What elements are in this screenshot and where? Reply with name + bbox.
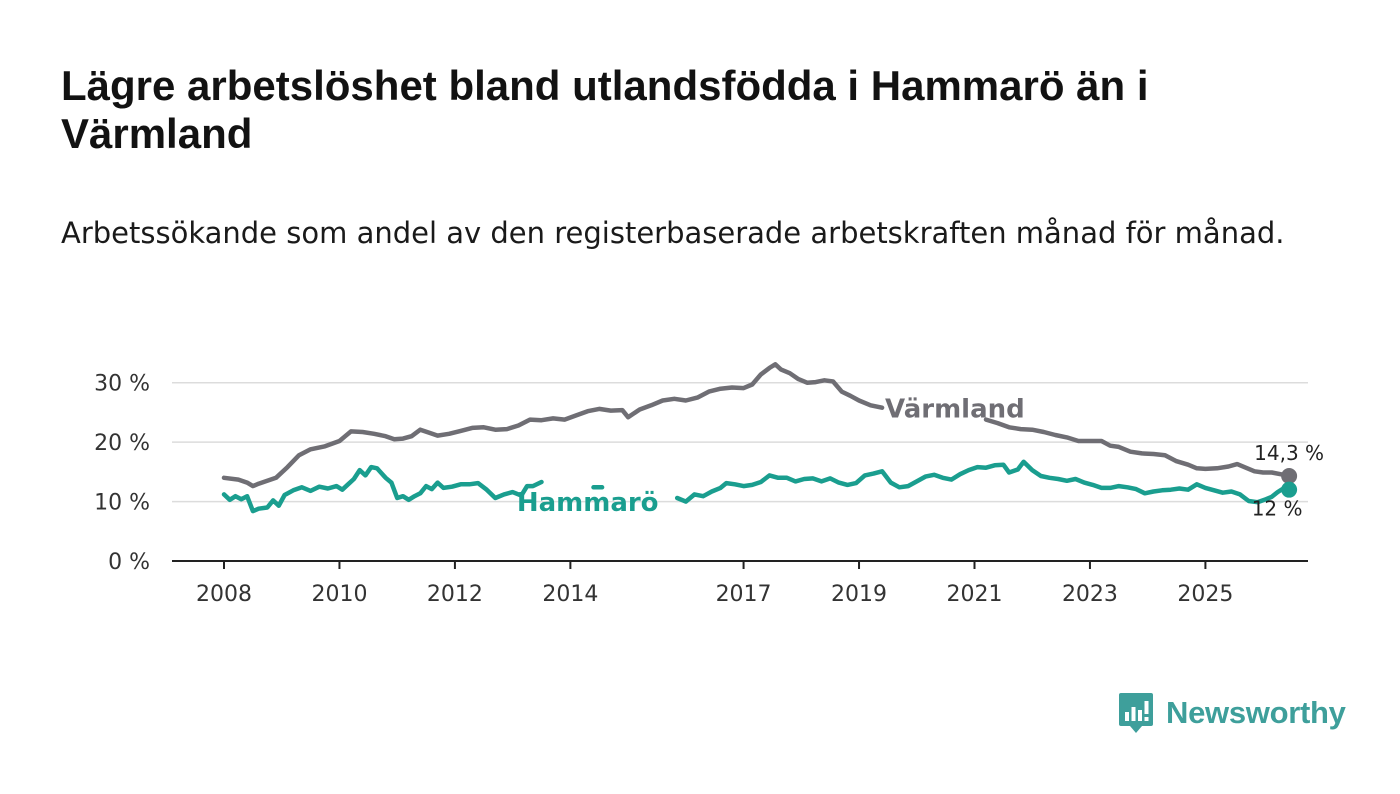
x-axis: 2008 2010 2012 2014 2017 2019 2021 2023 2025: [196, 561, 1233, 607]
x-tick-label: 2008: [196, 582, 252, 607]
y-tick-label: 10 %: [94, 491, 150, 516]
series-line-hammaro: [221, 464, 544, 514]
series-end-point: [1281, 481, 1298, 498]
series-end-value-label: 12 %: [1252, 497, 1303, 521]
x-tick-label: 2017: [716, 582, 772, 607]
series-name-label: Värmland: [885, 394, 1025, 424]
series-end-value-label: 14,3 %: [1254, 441, 1324, 465]
chart-title: Lägre arbetslöshet bland utlandsfödda i …: [61, 62, 1149, 157]
x-tick-label: 2012: [427, 582, 483, 607]
grid-lines: [172, 381, 1308, 503]
x-tick-label: 2023: [1062, 582, 1118, 607]
bar-chart-icon: [1119, 693, 1153, 733]
brand-name: Newsworthy: [1166, 695, 1346, 730]
x-tick-label: 2010: [311, 582, 367, 607]
y-axis-tick-labels: 0 % 10 % 20 % 30 %: [94, 372, 150, 575]
y-tick-label: 20 %: [94, 431, 150, 456]
x-tick-label: 2019: [831, 582, 887, 607]
x-tick-label: 2025: [1177, 582, 1233, 607]
line-chart: 0 % 10 % 20 % 30 % 2008 2010 2012 2014 2017 2019…: [94, 362, 1324, 607]
y-tick-label: 30 %: [94, 372, 150, 397]
series-line-varmland: [221, 362, 885, 489]
series-name-label: Hammarö: [517, 488, 659, 518]
series-lines: [221, 362, 1298, 514]
y-tick-label: 0 %: [108, 550, 150, 575]
x-tick-label: 2014: [542, 582, 598, 607]
series-labels: Värmland Hammarö 14,3 % 12 %: [517, 394, 1324, 520]
series-line-varmland: [983, 417, 1292, 479]
series-end-point: [1281, 468, 1298, 485]
x-tick-label: 2021: [946, 582, 1002, 607]
chart-subtitle: Arbetssökande som andel av den registerb…: [61, 216, 1285, 250]
series-line-hammaro: [674, 459, 1292, 505]
newsworthy-logo: Newsworthy: [1118, 690, 1346, 736]
